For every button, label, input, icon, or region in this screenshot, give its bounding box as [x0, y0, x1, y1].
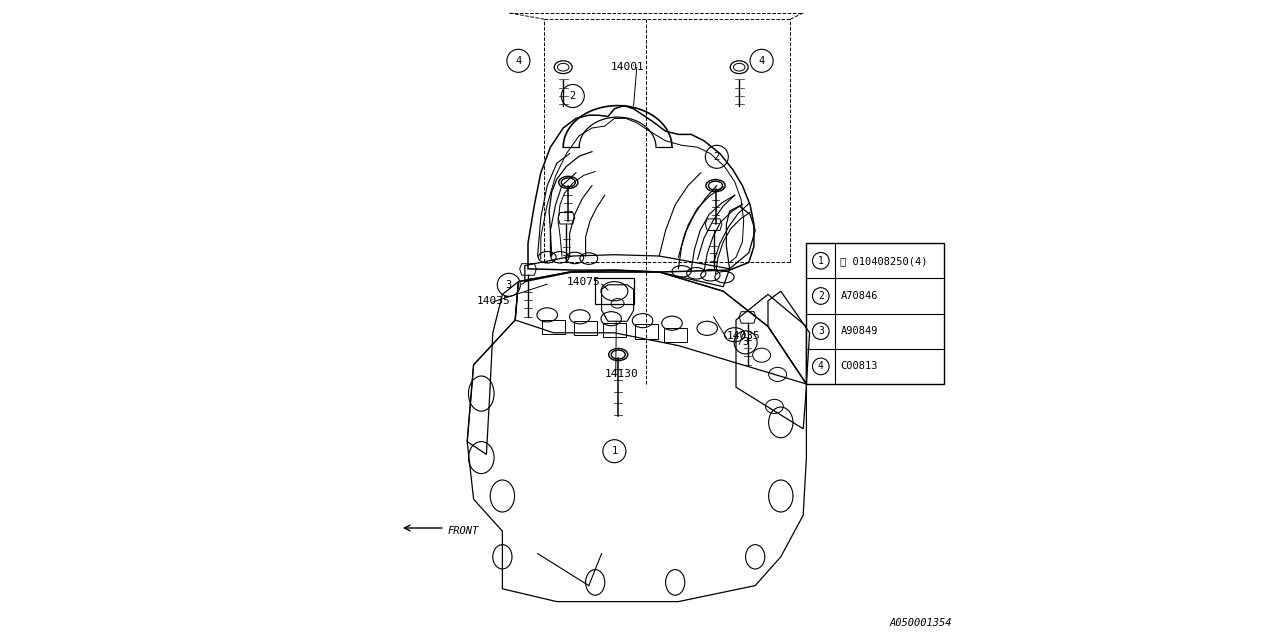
Text: C00813: C00813 [841, 362, 878, 371]
Text: 3: 3 [742, 337, 749, 348]
Text: A050001354: A050001354 [890, 618, 952, 628]
Text: Ⓑ 010408250(4): Ⓑ 010408250(4) [841, 256, 928, 266]
Text: 3: 3 [818, 326, 824, 336]
Text: 1: 1 [818, 256, 824, 266]
Text: 1: 1 [612, 446, 617, 456]
Text: A70846: A70846 [841, 291, 878, 301]
Text: 4: 4 [759, 56, 764, 66]
Text: 4: 4 [516, 56, 521, 66]
Text: A90849: A90849 [841, 326, 878, 336]
Text: 2: 2 [714, 152, 719, 162]
Text: 4: 4 [818, 362, 824, 371]
Text: 2: 2 [570, 91, 576, 101]
Text: 14001: 14001 [612, 62, 645, 72]
Text: 14075: 14075 [566, 276, 600, 287]
Text: FRONT: FRONT [448, 526, 479, 536]
Bar [806, 243, 945, 384]
Text: 14130: 14130 [604, 369, 639, 380]
Text: 2: 2 [818, 291, 824, 301]
Text: 3: 3 [506, 280, 512, 290]
Text: 14035: 14035 [477, 296, 511, 306]
Text: 14035: 14035 [727, 331, 760, 341]
